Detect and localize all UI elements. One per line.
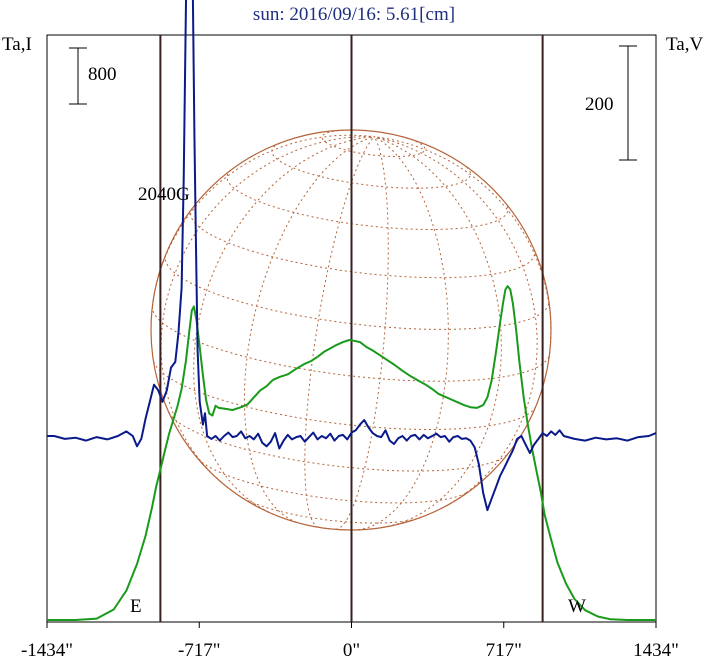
disk-grid-line — [238, 495, 421, 524]
right-axis-label: Ta,V — [666, 34, 703, 55]
disk-grid-line — [226, 169, 509, 230]
disk-grid-line — [160, 136, 375, 483]
disk-grid-line — [151, 306, 551, 382]
disk-grid-line — [190, 208, 536, 279]
x-tick-label: -1434" — [21, 640, 73, 661]
disk-grid-line — [193, 136, 375, 515]
east-limb-label: E — [130, 596, 142, 617]
x-tick-label: 0" — [343, 640, 360, 661]
vertical-markers — [159, 35, 544, 622]
disk-grid-line — [243, 136, 375, 523]
disk-grid-line — [164, 254, 550, 330]
series-lines — [47, 0, 657, 621]
disk-grid-line — [168, 412, 509, 472]
west-limb-label: W — [568, 596, 586, 617]
left-axis-label: Ta,I — [2, 34, 32, 55]
disk-grid-line — [197, 458, 470, 504]
chart-title: sun: 2016/09/16: 5.61[cm] — [253, 4, 455, 25]
right-scale-bar-label: 200 — [585, 94, 614, 115]
disk-grid-line — [374, 136, 502, 528]
series-line-I — [47, 285, 656, 621]
x-tick-label: 717" — [486, 640, 522, 661]
disk-grid-line — [271, 142, 471, 189]
left-scale-bar: 800 — [69, 47, 117, 105]
disk-grid-line — [153, 361, 536, 430]
x-axis-ticks: -1434" -717" 0" 717" 1434" — [21, 622, 679, 661]
x-tick-label: 1434" — [633, 640, 679, 661]
disk-grid-line — [321, 129, 426, 157]
disk-grid-line — [335, 136, 389, 530]
disk-grid-line — [304, 136, 375, 528]
disk-grid-line — [374, 136, 552, 354]
annotation-label: 2040G — [138, 184, 190, 205]
disk-grid-line — [374, 136, 538, 510]
x-tick-label: -717" — [178, 640, 221, 661]
series-line-V — [47, 0, 657, 512]
right-scale-bar: 200 — [585, 45, 637, 161]
left-scale-bar-label: 800 — [88, 64, 117, 85]
